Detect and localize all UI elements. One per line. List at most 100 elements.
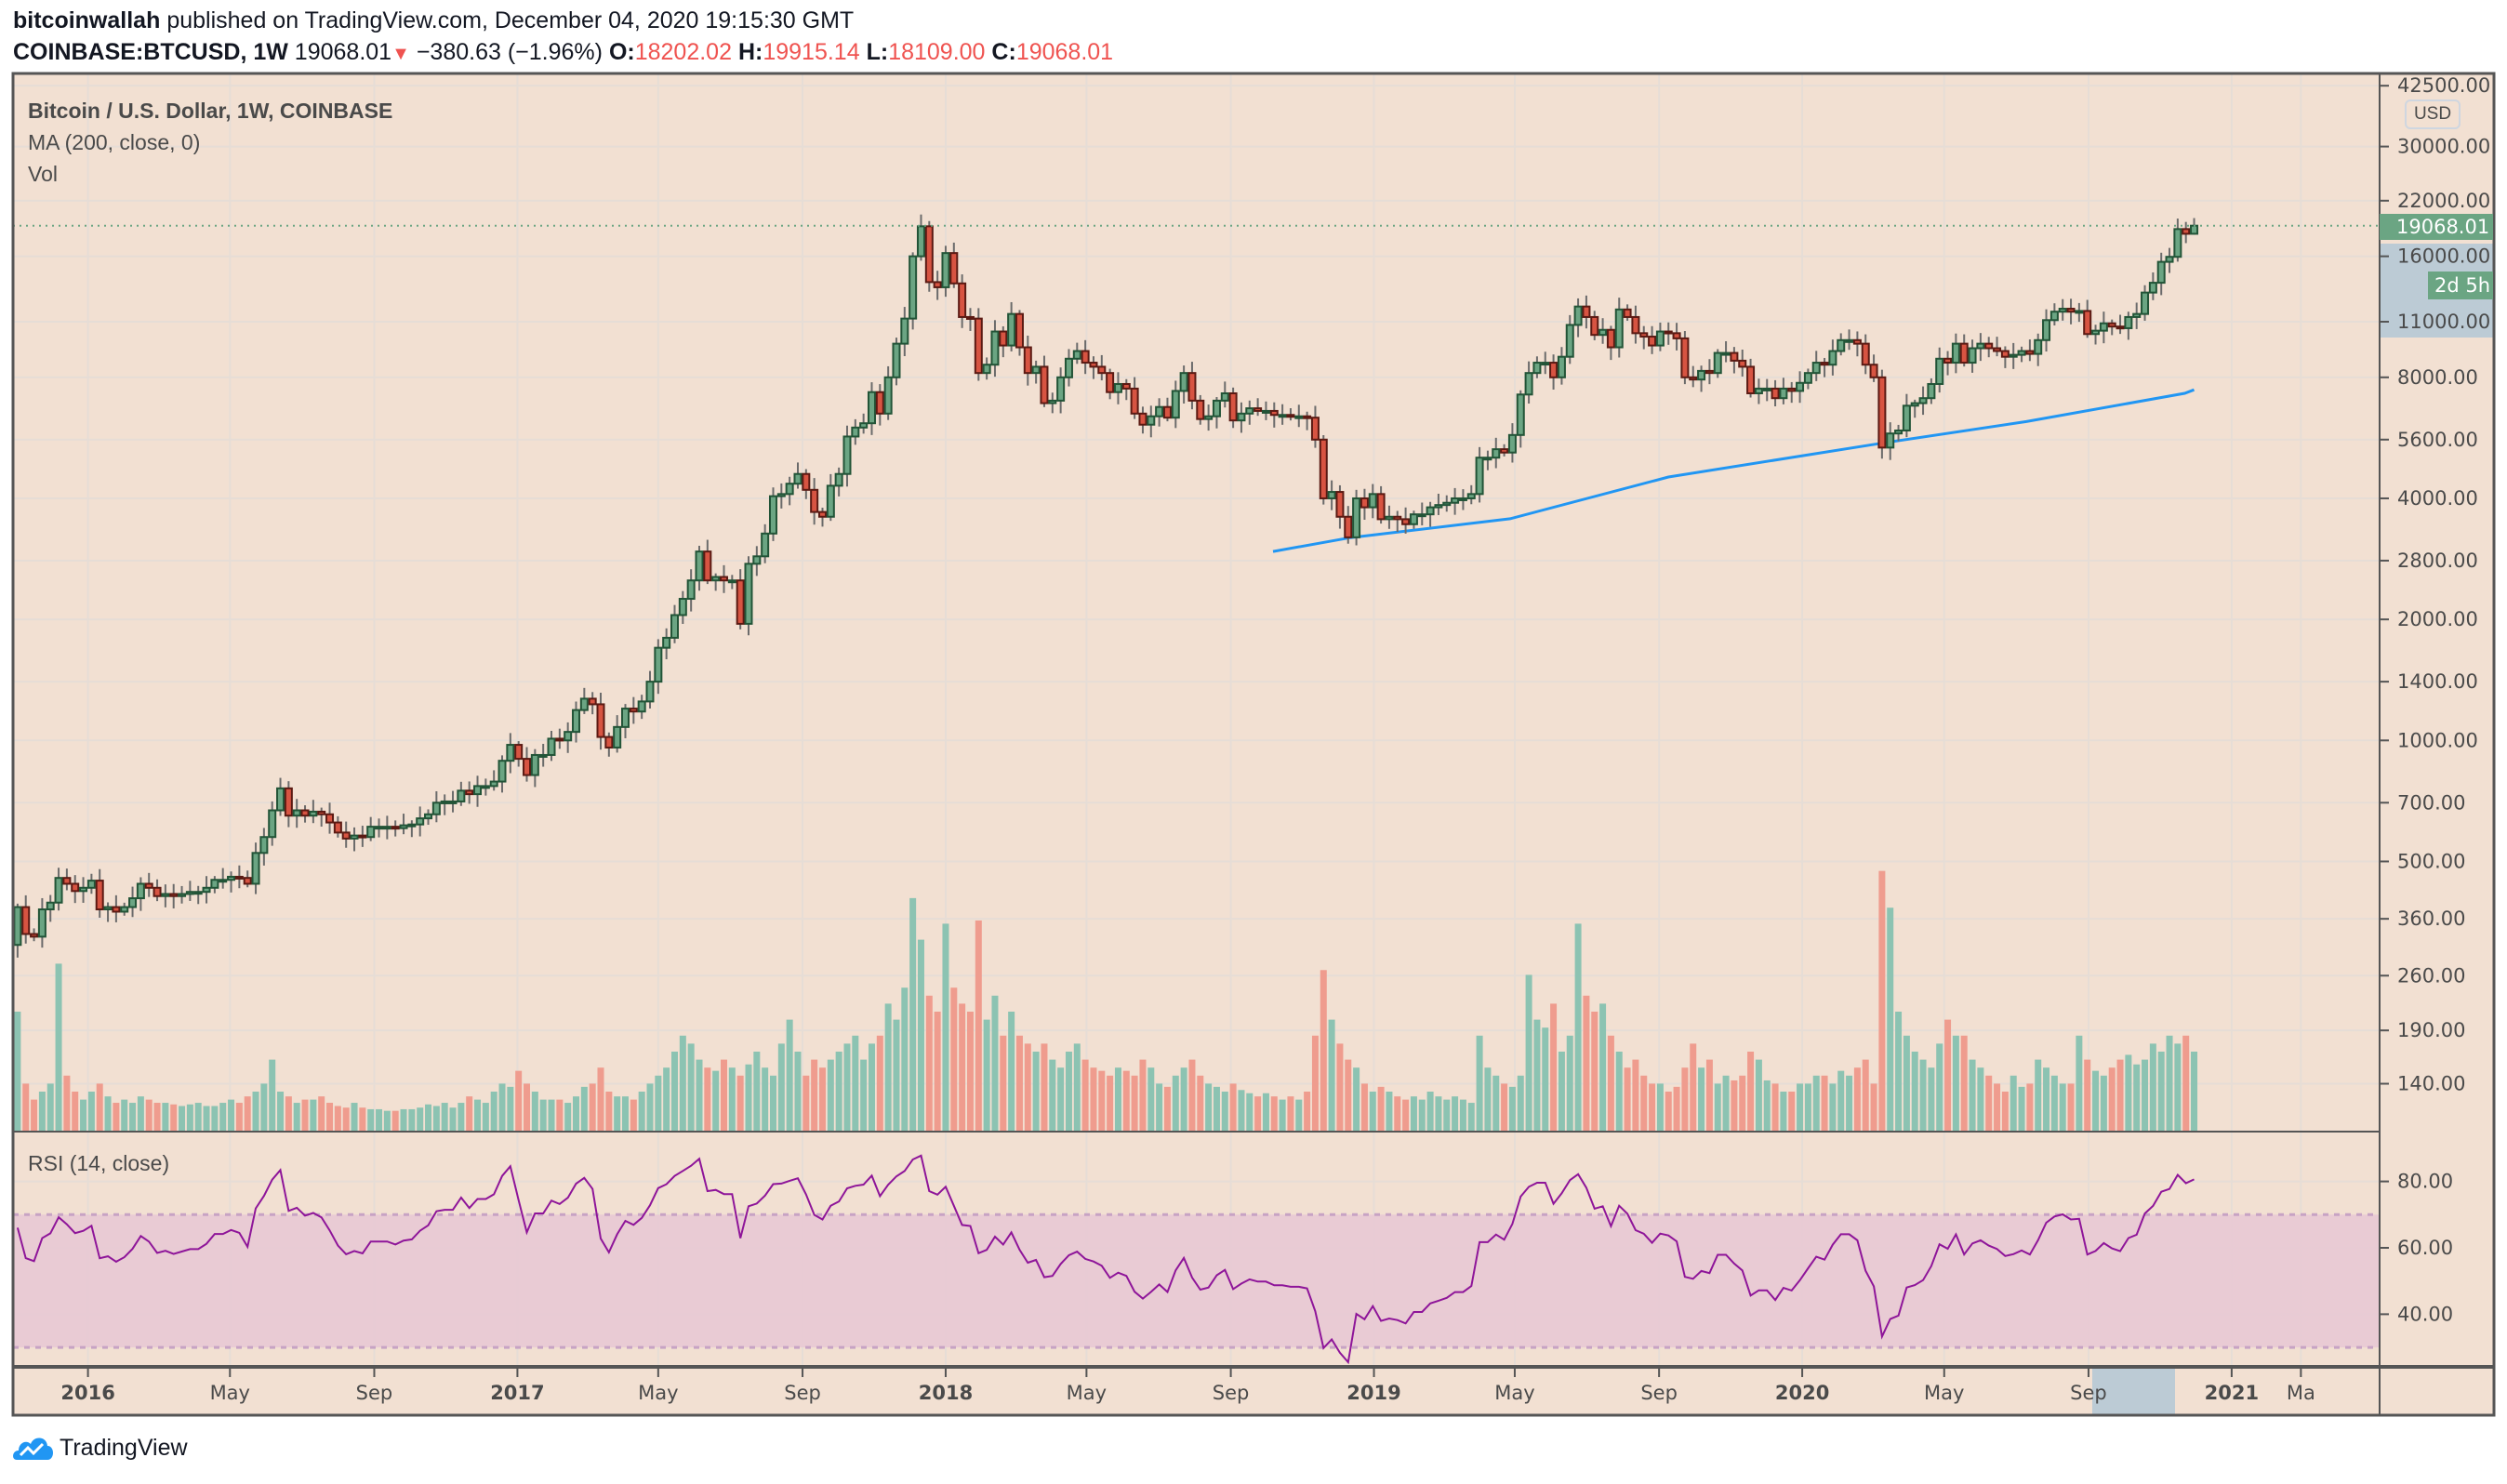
ma-legend[interactable]: MA (200, close, 0) (28, 130, 201, 154)
chart-title[interactable]: Bitcoin / U.S. Dollar, 1W, COINBASE (28, 99, 393, 123)
currency-button[interactable]: USD (2405, 99, 2461, 129)
candle-body (629, 708, 638, 713)
candle-body (234, 875, 244, 880)
rsi-axis[interactable]: 80.00 60.00 40.00 (2380, 1171, 2453, 1326)
volume-bar (1377, 1086, 1385, 1132)
volume-bar (425, 1104, 432, 1132)
candle-body (2124, 315, 2133, 329)
candle-body (185, 891, 194, 895)
candle (703, 539, 712, 585)
candle-body (859, 422, 869, 429)
candle-body (1269, 409, 1279, 417)
volume-bar (87, 1092, 95, 1132)
time-axis[interactable]: 2016 May Sep 2017 May Sep 2018 May Sep 2019 May Sep… (60, 1367, 2315, 1404)
volume-bar (277, 1092, 285, 1132)
candle-body (13, 906, 22, 947)
tradingview-logo[interactable]: TradingView (13, 1432, 188, 1464)
volume-bar (474, 1099, 482, 1132)
volume-bar (1994, 1083, 2001, 1132)
volume-bar (1788, 1092, 1796, 1132)
candle (46, 894, 55, 922)
candle (1721, 340, 1731, 363)
volume-legend[interactable]: Vol (28, 162, 58, 186)
candle-body (112, 906, 121, 913)
time-tick-label: May (638, 1382, 678, 1404)
time-tick-label: Ma (2287, 1382, 2315, 1404)
candle-body (1335, 491, 1345, 518)
volume-bar (917, 939, 924, 1132)
price-tick-label: 42500.00 (2397, 74, 2490, 97)
candle (276, 777, 285, 816)
candle (153, 879, 162, 902)
volume-bar (1131, 1075, 1138, 1132)
candle-body (1196, 399, 1205, 420)
candle-body (1820, 362, 1829, 366)
candle (1434, 494, 1443, 515)
volume-bar (1673, 1086, 1680, 1132)
candle (933, 271, 942, 300)
candle (826, 473, 835, 522)
volume-bar (121, 1099, 128, 1132)
candle-body (776, 493, 786, 497)
candle-body (579, 697, 589, 711)
candle-body (695, 550, 704, 582)
volume-bar (564, 1103, 572, 1132)
candle-body (1549, 362, 1559, 378)
volume-bar (162, 1103, 169, 1132)
candle-body (1598, 328, 1608, 337)
candle (1064, 349, 1073, 387)
candle-body (1524, 372, 1533, 396)
volume-bar (786, 1019, 793, 1132)
candle-body (1648, 336, 1657, 347)
candle-body (1803, 372, 1812, 384)
candle (30, 928, 39, 942)
volume-bar (548, 1099, 555, 1132)
candle (572, 701, 581, 743)
candle (2091, 325, 2101, 345)
low-label: L: (866, 39, 889, 65)
volume-bar (466, 1096, 473, 1132)
candle (2107, 319, 2116, 336)
close-value: 19068.01 (1015, 39, 1114, 65)
candle (169, 883, 179, 908)
volume-bar (55, 963, 62, 1132)
volume-bar (1270, 1096, 1278, 1132)
rsi-legend[interactable]: RSI (14, close) (28, 1151, 170, 1175)
volume-bar (1386, 1092, 1393, 1132)
candle-body (1466, 493, 1476, 499)
candle (1993, 337, 2002, 357)
volume-bar (498, 1083, 506, 1132)
candle-body (1951, 342, 1960, 364)
candle-body (71, 882, 80, 893)
candle (1335, 484, 1345, 529)
candle (1689, 365, 1698, 388)
candle (1713, 349, 1722, 378)
author-name[interactable]: bitcoinwallah (13, 7, 161, 33)
candle-body (2034, 338, 2043, 355)
volume-bar (1221, 1092, 1228, 1132)
candle-series[interactable] (13, 214, 2199, 958)
candle-body (193, 891, 203, 895)
candle-body (1237, 412, 1246, 422)
volume-bar (1895, 1012, 1903, 1132)
candle (1516, 390, 1525, 448)
volume-bar (1229, 1083, 1237, 1132)
volume-bar (1262, 1093, 1269, 1132)
candle-body (1040, 365, 1049, 404)
candle-body (1713, 351, 1722, 375)
volume-bar (458, 1103, 465, 1132)
price-axis[interactable]: 42500.00 30000.00 22000.00 16000.00 11000.00… (2380, 74, 2490, 1095)
candle-body (1417, 513, 1426, 518)
candle (112, 894, 121, 922)
candle (1557, 347, 1566, 385)
volume-bar (1287, 1096, 1294, 1132)
candle (1228, 387, 1238, 429)
candle-body (30, 933, 39, 938)
candle-body (1147, 415, 1156, 426)
volume-bar (1254, 1096, 1262, 1132)
candle-body (1056, 376, 1066, 402)
candle (1648, 325, 1657, 354)
volume-bar (1632, 1059, 1639, 1132)
volume-bar (1525, 974, 1532, 1132)
